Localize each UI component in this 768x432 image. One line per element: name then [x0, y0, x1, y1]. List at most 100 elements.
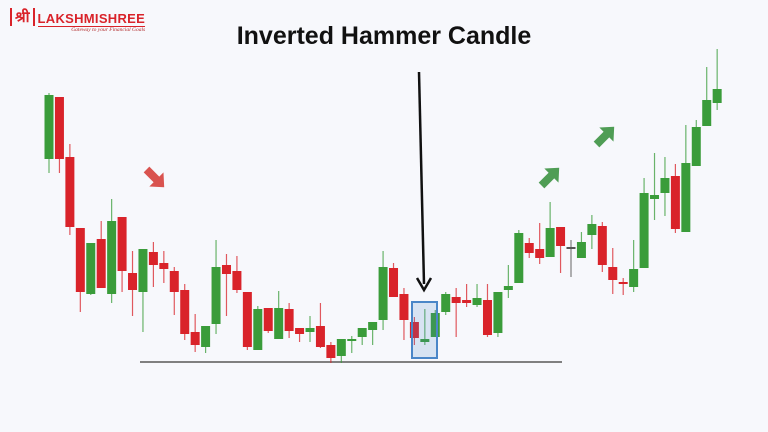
candle-body [169, 271, 179, 292]
inverted-hammer-highlight [411, 301, 438, 359]
candle [107, 199, 117, 303]
uptrend-arrow-icon [593, 126, 615, 148]
candle [430, 310, 440, 337]
candle [180, 284, 190, 340]
candle-body [472, 298, 482, 305]
candle [221, 254, 231, 316]
candle-body [86, 243, 96, 294]
candle-body [159, 263, 169, 269]
candle-body [618, 282, 628, 284]
candle-body [430, 313, 440, 337]
candle [305, 316, 315, 342]
candle [441, 292, 451, 315]
candle [357, 328, 367, 345]
candle-body [493, 292, 503, 333]
candle-body [54, 97, 64, 159]
candle-body [221, 265, 231, 274]
uptrend-arrow-icon [538, 167, 560, 189]
candle-body [242, 292, 252, 347]
candle [54, 97, 64, 173]
candle-body [670, 176, 680, 229]
candle [347, 336, 357, 353]
candle [336, 339, 346, 363]
candle-body [65, 157, 75, 227]
candle-body [148, 252, 158, 265]
candle [399, 288, 409, 340]
candle-body [336, 339, 346, 356]
candle-body [75, 228, 85, 292]
candle-body [274, 308, 284, 339]
candle-body [305, 328, 315, 332]
uptrend-arrow-icon-shape [538, 167, 560, 189]
candle-body [503, 286, 513, 290]
candle-body [326, 345, 336, 358]
candle-body [138, 249, 148, 292]
candle [556, 227, 566, 273]
candle-body [357, 328, 367, 337]
candle [96, 221, 106, 288]
candle-body [409, 322, 419, 338]
candle-body [368, 322, 378, 330]
candle-body [128, 273, 138, 290]
candle-body [441, 294, 451, 312]
candle [326, 342, 336, 363]
candle [462, 284, 472, 307]
candle-body [514, 233, 524, 283]
chart-title: Inverted Hammer Candle [236, 22, 532, 50]
candle [65, 144, 75, 235]
candle-body [190, 332, 200, 345]
downtrend-arrow-icon [143, 166, 165, 188]
candle [503, 265, 513, 298]
candle-body [712, 89, 722, 103]
candle-body [201, 326, 211, 347]
candle-body [451, 297, 461, 303]
logo-name: LAKSHMISHREE [37, 11, 146, 26]
candle [608, 248, 618, 294]
candle [618, 278, 628, 295]
candle [702, 67, 712, 126]
candle-body [629, 269, 639, 287]
candle [566, 240, 576, 277]
downtrend-arrow-icon-shape [143, 166, 165, 188]
candle [284, 303, 294, 338]
candle-body [315, 326, 325, 347]
candle [650, 153, 660, 220]
candle [86, 243, 96, 295]
candle [159, 251, 169, 283]
candle [378, 251, 388, 330]
candle [639, 178, 649, 268]
candle [691, 120, 701, 166]
pointer-arrow-shaft [417, 71, 426, 285]
candle [681, 125, 691, 232]
candle [232, 256, 242, 293]
candle-body [295, 328, 305, 334]
candle-body [284, 309, 294, 331]
candle-body [639, 193, 649, 268]
candle-body [96, 239, 106, 288]
candle-body [691, 127, 701, 166]
candle-body [597, 226, 607, 265]
candle [138, 249, 148, 332]
candle [75, 228, 85, 312]
candle-body [587, 224, 597, 235]
logo: श्री LAKSHMISHREE Gateway to your Financ… [10, 8, 146, 33]
candle-body [535, 249, 545, 258]
candle [482, 284, 492, 337]
candle-body [545, 228, 555, 257]
candle [629, 240, 639, 292]
candle-body [253, 309, 263, 350]
candle [420, 309, 430, 345]
candle-body [556, 227, 566, 246]
candle [670, 164, 680, 233]
candle-body [180, 290, 190, 334]
candle-body [524, 243, 534, 253]
candle [493, 292, 503, 337]
candle [545, 202, 555, 257]
candle [389, 263, 399, 297]
candle [128, 251, 138, 316]
candle-body [608, 267, 618, 280]
candle [660, 157, 670, 216]
candle [263, 308, 273, 333]
candle-body [681, 163, 691, 232]
